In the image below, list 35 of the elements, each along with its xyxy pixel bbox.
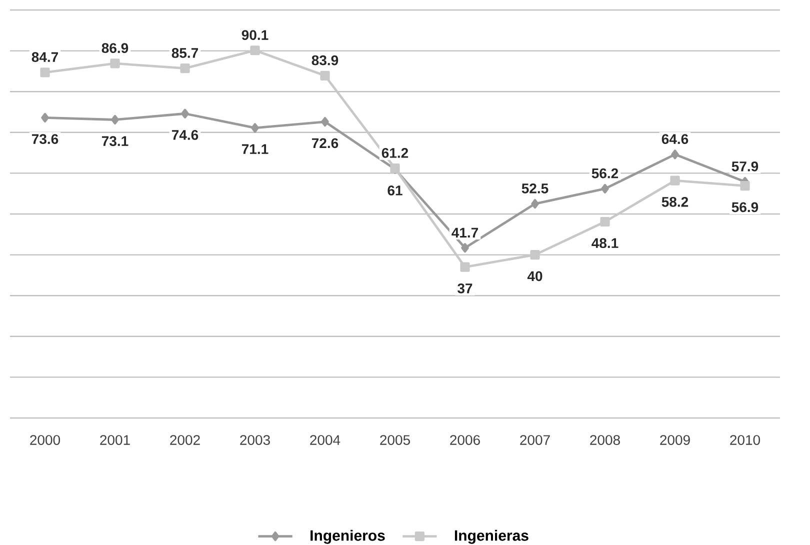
data-label: 57.9 (732, 161, 758, 172)
x-tick-label: 2002 (170, 435, 200, 445)
data-label: 86.9 (102, 43, 128, 54)
data-label: 83.9 (312, 55, 338, 66)
data-label: 64.6 (662, 134, 688, 144)
x-tick-label: 2007 (520, 435, 550, 445)
data-label: 58.2 (662, 196, 688, 207)
x-tick-label: 2006 (450, 435, 480, 445)
data-label: 56.9 (732, 202, 758, 212)
x-tick-label: 2004 (310, 435, 340, 445)
data-label: 48.1 (592, 238, 618, 248)
legend-label: Ingenieros (310, 530, 385, 544)
x-tick-label: 2008 (590, 435, 620, 445)
data-label: 52.5 (522, 183, 548, 194)
data-label: 61.2 (382, 148, 408, 158)
x-tick-label: 2005 (380, 435, 410, 445)
x-tick-label: 2010 (730, 435, 760, 445)
x-tick-label: 2000 (30, 435, 60, 445)
data-label: 41.7 (452, 228, 478, 238)
data-label: 73.6 (32, 134, 58, 144)
x-tick-label: 2003 (240, 435, 270, 445)
data-label: 72.6 (312, 138, 338, 148)
data-label: 73.1 (102, 136, 128, 146)
data-label: 61 (388, 186, 402, 196)
data-label: 90.1 (242, 30, 268, 40)
data-label: 40 (527, 271, 542, 282)
legend-label: Ingenieras (454, 530, 528, 544)
data-label: 71.1 (242, 144, 268, 154)
x-tick-label: 2009 (660, 435, 690, 445)
data-label: 85.7 (172, 48, 198, 58)
data-label: 74.6 (172, 130, 198, 140)
data-label: 84.7 (32, 52, 58, 62)
x-tick-label: 2001 (100, 435, 130, 445)
data-label: 37 (458, 283, 472, 294)
data-label: 56.2 (592, 168, 618, 178)
